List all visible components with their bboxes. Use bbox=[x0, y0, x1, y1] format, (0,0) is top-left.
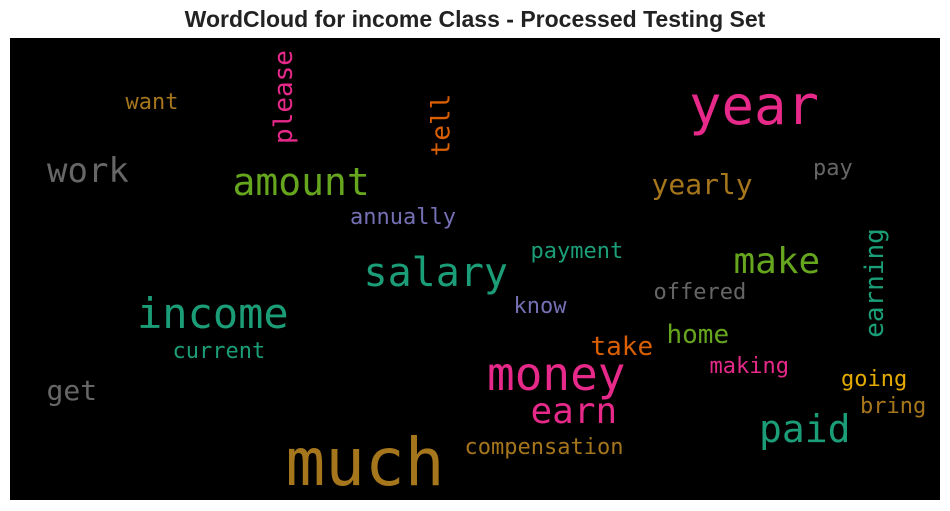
word-year: year bbox=[689, 74, 820, 137]
word-offered: offered bbox=[653, 280, 747, 305]
word-earn: earn bbox=[530, 391, 618, 432]
word-bring: bring bbox=[860, 394, 927, 419]
word-money: money bbox=[487, 347, 626, 401]
word-pay: pay bbox=[813, 156, 853, 181]
word-amount: amount bbox=[232, 160, 370, 204]
word-know: know bbox=[513, 294, 567, 319]
word-compensation: compensation bbox=[464, 435, 624, 460]
word-going: going bbox=[841, 367, 908, 392]
word-current: current bbox=[172, 339, 266, 364]
word-paid: paid bbox=[759, 407, 851, 451]
word-take: take bbox=[590, 332, 654, 362]
word-payment: payment bbox=[530, 239, 624, 264]
word-yearly: yearly bbox=[651, 168, 753, 201]
word-get: get bbox=[46, 374, 98, 407]
word-salary: salary bbox=[363, 250, 509, 296]
word-making: making bbox=[709, 354, 789, 379]
word-annually: annually bbox=[350, 205, 456, 230]
word-much: much bbox=[285, 424, 445, 500]
word-please: please bbox=[268, 50, 299, 144]
word-earning: earning bbox=[859, 228, 890, 338]
word-want: want bbox=[125, 90, 179, 115]
word-income: income bbox=[137, 289, 289, 338]
wordcloud-canvas: much year money income salary amount paid earn m… bbox=[10, 38, 940, 500]
word-work: work bbox=[47, 151, 129, 191]
word-home: home bbox=[666, 320, 730, 350]
chart-title: WordCloud for income Class - Processed T… bbox=[184, 6, 766, 32]
word-tell: tell bbox=[425, 93, 456, 157]
word-make: make bbox=[733, 241, 821, 282]
